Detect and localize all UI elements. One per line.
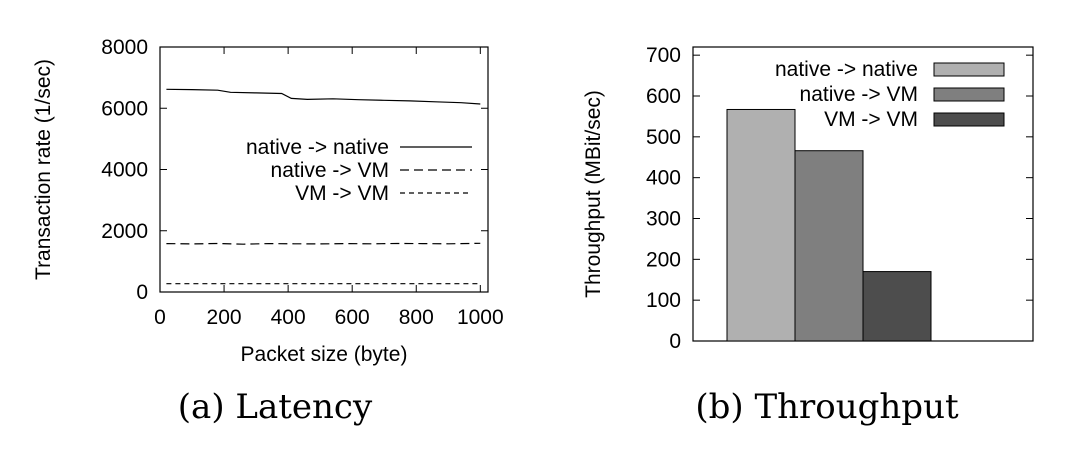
throughput-y-tick-label: 700 (646, 44, 681, 67)
throughput-legend-label: native -> VM (800, 83, 918, 106)
throughput-bar-2 (862, 271, 932, 342)
latency-y-tick-label: 8000 (101, 36, 148, 59)
latency-legend-label: VM -> VM (295, 182, 389, 205)
throughput-legend-swatch-0 (933, 62, 1005, 77)
throughput-legend-swatch-2 (933, 112, 1005, 127)
throughput-legend-label: VM -> VM (824, 108, 918, 131)
throughput-y-tick-label: 200 (646, 248, 681, 271)
throughput-bar-0 (726, 108, 796, 342)
latency-y-axis-label: Transaction rate (1/sec) (32, 59, 55, 280)
latency-y-tick-label: 0 (136, 281, 148, 304)
throughput-bar-1 (794, 150, 864, 342)
latency-legend-label: native -> VM (271, 159, 389, 182)
throughput-legend-swatch-1 (933, 87, 1005, 102)
latency-y-tick-label: 6000 (101, 97, 148, 120)
latency-x-tick-label: 800 (399, 306, 434, 329)
throughput-y-tick-label: 400 (646, 167, 681, 190)
latency-y-tick-label: 4000 (101, 159, 148, 182)
throughput-y-tick-label: 600 (646, 85, 681, 108)
throughput-y-axis-label: Throughput (MBit/sec) (582, 90, 605, 298)
latency-x-tick-label: 1000 (457, 306, 504, 329)
latency-x-tick-label: 600 (335, 306, 370, 329)
latency-x-tick-label: 200 (207, 306, 242, 329)
throughput-y-tick-label: 100 (646, 289, 681, 312)
latency-legend-label: native -> native (246, 136, 389, 159)
throughput-caption: (b) Throughput (695, 387, 959, 427)
latency-series-line-0 (166, 88, 481, 105)
latency-caption: (a) Latency (178, 387, 373, 427)
throughput-y-tick-label: 0 (669, 330, 681, 353)
throughput-y-tick-label: 500 (646, 126, 681, 149)
latency-y-tick-label: 2000 (101, 220, 148, 243)
latency-x-tick-label: 400 (271, 306, 306, 329)
latency-x-axis-label: Packet size (byte) (241, 343, 408, 366)
latency-x-tick-label: 0 (154, 306, 166, 329)
throughput-y-tick-label: 300 (646, 208, 681, 231)
latency-series-line-1 (166, 242, 481, 245)
throughput-legend-label: native -> native (775, 58, 918, 81)
